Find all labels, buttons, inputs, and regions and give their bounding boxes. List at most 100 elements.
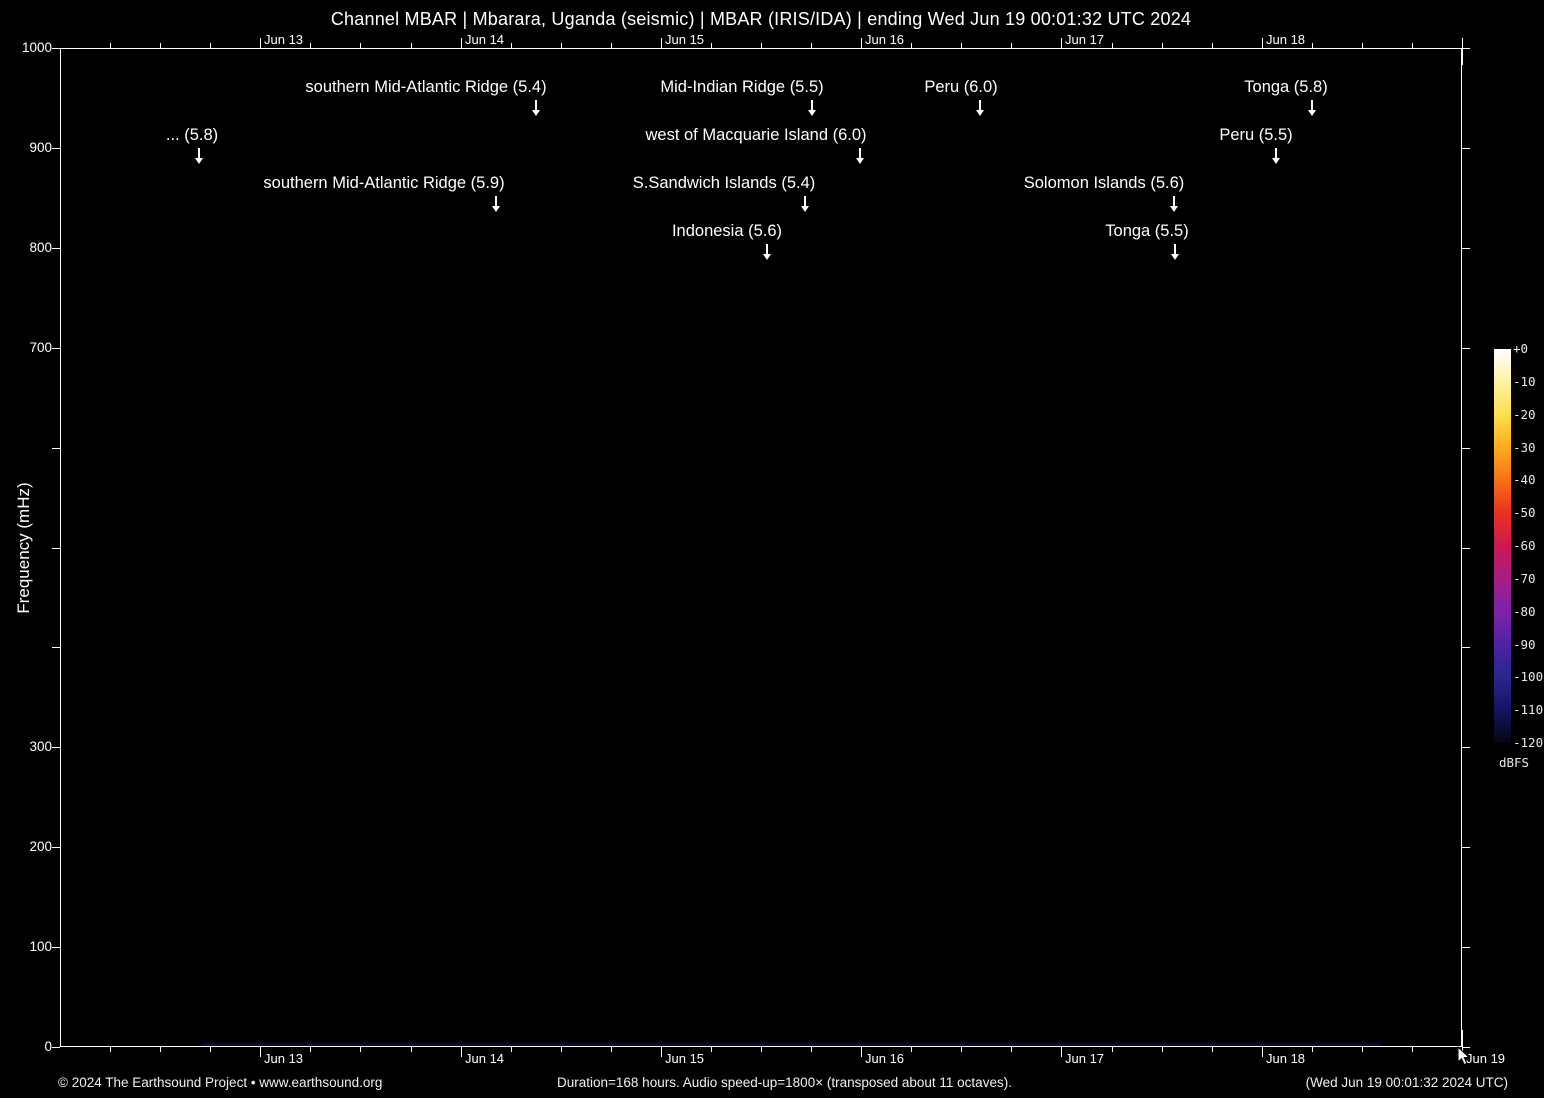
- event-label: southern Mid-Atlantic Ridge (5.9): [263, 174, 505, 192]
- x-axis-minor-tick: [360, 1047, 361, 1052]
- footer-duration-info: Duration=168 hours. Audio speed-up=1800×…: [557, 1075, 1012, 1090]
- x-axis-minor-tick: [611, 1047, 612, 1052]
- event-arrow-head-icon: [492, 206, 500, 212]
- y-axis-tick-left: [52, 448, 60, 449]
- y-axis-tick-left: [52, 1047, 60, 1048]
- x-axis-minor-tick: [511, 1047, 512, 1052]
- event-label: Peru (6.0): [924, 78, 998, 96]
- x-axis-minor-tick: [360, 43, 361, 48]
- event-label: Tonga (5.5): [1105, 222, 1189, 240]
- x-axis-major-tick: [461, 1047, 462, 1057]
- colorbar-tick-label: -20: [1513, 407, 1536, 422]
- x-axis-minor-tick: [961, 1047, 962, 1052]
- event-arrow-head-icon: [195, 158, 203, 164]
- plot-area: [60, 48, 1462, 1047]
- y-axis-tick-left: [52, 947, 60, 948]
- x-axis-minor-tick: [1011, 43, 1012, 48]
- x-axis-minor-tick: [1212, 1047, 1213, 1052]
- x-axis-major-tick: [1061, 38, 1062, 48]
- x-axis-major-tick: [260, 38, 261, 48]
- event-label: Mid-Indian Ridge (5.5): [660, 78, 824, 96]
- x-axis-minor-tick: [761, 43, 762, 48]
- x-axis-minor-tick: [160, 43, 161, 48]
- colorbar-tick-label: -30: [1513, 440, 1536, 455]
- x-axis-day-label-bottom: Jun 17: [1065, 1051, 1105, 1066]
- event-arrow-head-icon: [1171, 254, 1179, 260]
- x-axis-day-label-bottom: Jun 19: [1466, 1051, 1506, 1066]
- colorbar-tick-label: -100: [1513, 669, 1544, 684]
- y-axis-tick-right: [1462, 348, 1470, 349]
- event-arrow-head-icon: [1170, 206, 1178, 212]
- colorbar-tick-label: -10: [1513, 374, 1536, 389]
- x-axis-minor-tick: [1112, 1047, 1113, 1052]
- x-axis-minor-tick: [1362, 43, 1363, 48]
- event-label: Tonga (5.8): [1244, 78, 1328, 96]
- x-axis-minor-tick: [511, 43, 512, 48]
- event-arrow: [198, 148, 200, 158]
- footer-timestamp: (Wed Jun 19 00:01:32 2024 UTC): [1305, 1075, 1508, 1090]
- event-arrow: [495, 196, 497, 206]
- y-axis-tick-label: 300: [29, 739, 52, 754]
- y-axis-tick-left: [52, 148, 60, 149]
- y-axis-tick-right: [1462, 248, 1470, 249]
- x-axis-minor-tick: [811, 1047, 812, 1052]
- x-axis-minor-tick: [110, 43, 111, 48]
- colorbar-unit-label: dBFS: [1498, 755, 1530, 770]
- event-label: S.Sandwich Islands (5.4): [632, 174, 816, 192]
- event-arrow: [811, 100, 813, 110]
- event-arrow-head-icon: [763, 254, 771, 260]
- y-axis-tick-label: 100: [29, 939, 52, 954]
- event-arrow: [804, 196, 806, 206]
- event-label: Solomon Islands (5.6): [1023, 174, 1185, 192]
- x-axis-minor-tick: [210, 43, 211, 48]
- x-axis-day-label-bottom: Jun 16: [865, 1051, 905, 1066]
- colorbar-tick-label: -40: [1513, 472, 1536, 487]
- colorbar-tick-label: -80: [1513, 604, 1536, 619]
- event-label: ... (5.8): [165, 126, 219, 144]
- x-axis-minor-tick: [1112, 43, 1113, 48]
- y-axis-tick-right: [1462, 448, 1470, 449]
- y-axis-tick-label: 700: [29, 340, 52, 355]
- event-arrow-head-icon: [532, 110, 540, 116]
- y-axis-tick-right: [1462, 947, 1470, 948]
- event-label: southern Mid-Atlantic Ridge (5.4): [305, 78, 547, 96]
- x-axis-minor-tick: [561, 1047, 562, 1052]
- event-label: Peru (5.5): [1219, 126, 1293, 144]
- x-axis-minor-tick: [1011, 1047, 1012, 1052]
- x-axis-minor-tick: [611, 43, 612, 48]
- event-arrow-head-icon: [808, 110, 816, 116]
- x-axis-day-label-top: Jun 18: [1266, 32, 1306, 47]
- event-arrow-head-icon: [976, 110, 984, 116]
- x-axis-major-tick: [861, 38, 862, 48]
- event-arrow: [535, 100, 537, 110]
- y-axis-tick-left: [52, 647, 60, 648]
- event-arrow: [859, 148, 861, 158]
- x-axis-major-tick: [861, 1047, 862, 1057]
- event-arrow: [979, 100, 981, 110]
- x-axis-minor-tick: [761, 1047, 762, 1052]
- x-axis-major-tick: [661, 38, 662, 48]
- x-axis-minor-tick: [310, 1047, 311, 1052]
- x-axis-corner-tick: [1462, 1030, 1463, 1047]
- x-axis-day-label-top: Jun 14: [465, 32, 505, 47]
- x-axis-minor-tick: [411, 1047, 412, 1052]
- y-axis-tick-label: 900: [29, 140, 52, 155]
- x-axis-day-label-top: Jun 16: [865, 32, 905, 47]
- x-axis-major-tick: [1262, 1047, 1263, 1057]
- x-axis-minor-tick: [1312, 43, 1313, 48]
- x-axis-minor-tick: [411, 43, 412, 48]
- x-axis-corner-tick: [1462, 48, 1463, 65]
- y-axis-tick-label: 800: [29, 240, 52, 255]
- y-axis-tick-left: [52, 847, 60, 848]
- x-axis-minor-tick: [310, 43, 311, 48]
- colorbar-gradient: [1494, 349, 1511, 743]
- colorbar-tick-label: -50: [1513, 505, 1536, 520]
- event-arrow: [1174, 244, 1176, 254]
- x-axis-major-tick: [461, 38, 462, 48]
- event-arrow-head-icon: [801, 206, 809, 212]
- y-axis-tick-label: 1000: [21, 40, 52, 55]
- spectrogram-faint-signal-band: [201, 1041, 1381, 1046]
- colorbar-tick-label: -60: [1513, 538, 1536, 553]
- y-axis-tick-left: [52, 747, 60, 748]
- x-axis-major-tick: [1462, 38, 1463, 48]
